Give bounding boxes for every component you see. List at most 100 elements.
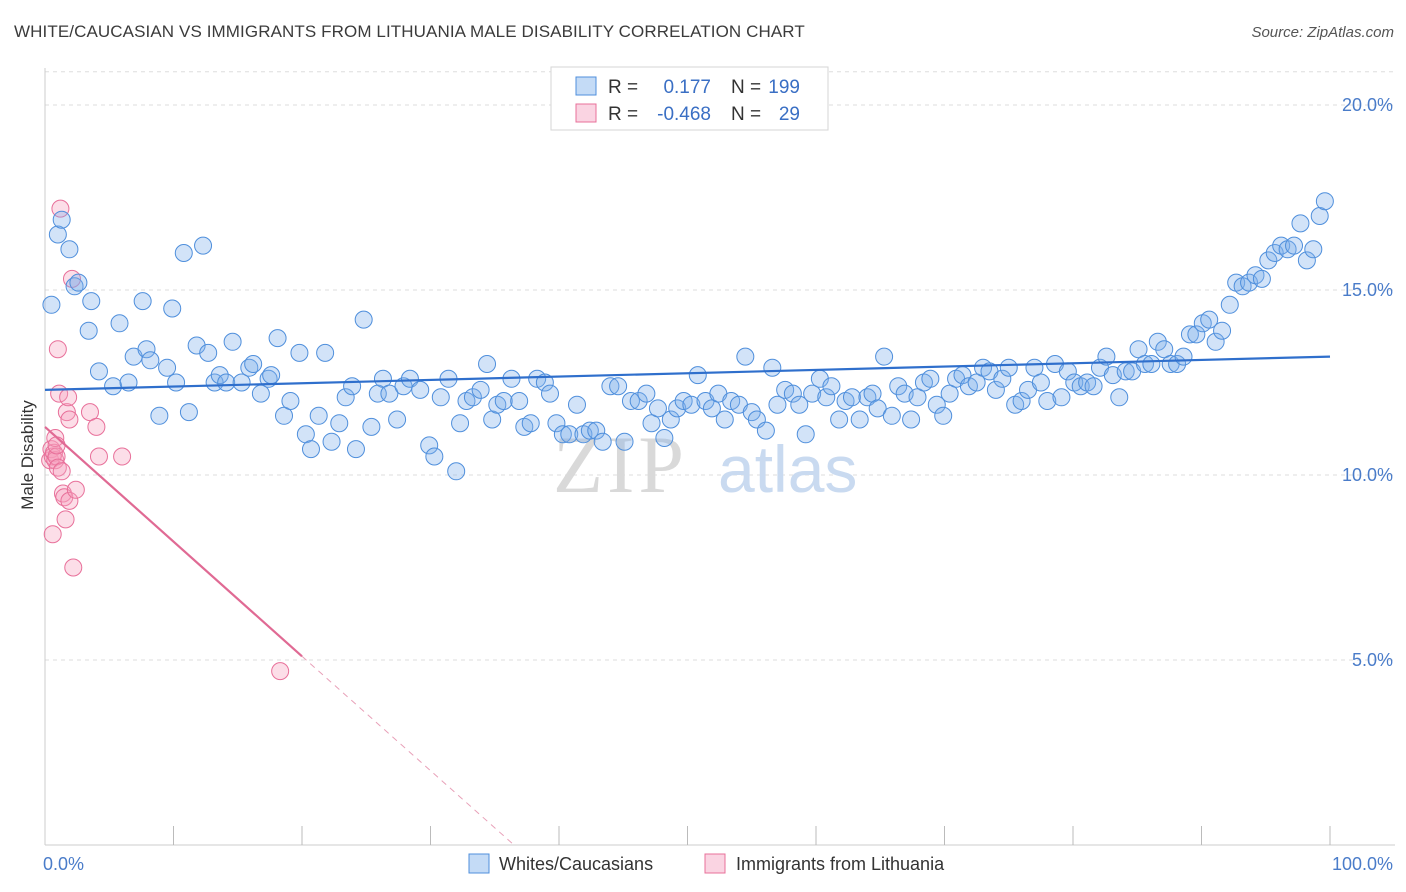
- point-whites: [150, 406, 169, 425]
- point-whites: [179, 403, 198, 422]
- point-lithuania: [43, 525, 62, 544]
- point-whites: [82, 292, 101, 311]
- trendline-extension-pink: [301, 655, 515, 846]
- point-whites: [842, 388, 861, 407]
- point-whites: [174, 244, 193, 262]
- point-whites: [567, 395, 586, 414]
- legend: R = 0.177 N = 199 R = -0.468 N = 29: [550, 66, 829, 131]
- point-whites: [1135, 355, 1154, 373]
- point-whites: [830, 410, 849, 429]
- point-lithuania: [271, 662, 290, 681]
- point-whites: [1038, 392, 1057, 410]
- x-tick-label-min: 0.0%: [43, 854, 84, 874]
- point-whites: [362, 417, 381, 436]
- point-whites: [921, 369, 940, 388]
- point-whites: [1097, 347, 1116, 366]
- point-whites: [902, 410, 921, 429]
- point-whites: [1213, 321, 1232, 340]
- point-whites: [934, 406, 953, 425]
- point-whites: [69, 273, 88, 292]
- point-whites: [194, 236, 213, 255]
- point-lithuania: [66, 480, 85, 499]
- y-tick-label: 15.0%: [1342, 280, 1393, 300]
- point-whites: [510, 392, 529, 410]
- point-lithuania: [57, 403, 76, 422]
- point-whites: [521, 414, 540, 433]
- point-whites: [629, 392, 648, 410]
- point-whites: [133, 292, 152, 311]
- point-whites: [420, 436, 439, 455]
- legend-swatch-blue: [575, 76, 597, 96]
- point-whites: [682, 395, 701, 414]
- point-whites: [790, 395, 809, 414]
- bottom-legend-label-blue: Whites/Caucasians: [499, 854, 653, 874]
- bottom-legend-label-pink: Immigrants from Lithuania: [736, 854, 945, 874]
- trendlines: [44, 355, 1331, 846]
- point-whites: [478, 355, 497, 373]
- point-lithuania: [48, 340, 67, 359]
- point-whites: [199, 343, 218, 362]
- point-whites: [322, 432, 341, 451]
- point-whites: [668, 399, 687, 418]
- point-whites: [262, 366, 281, 385]
- legend-swatch-pink: [575, 103, 597, 123]
- point-whites: [1187, 325, 1206, 344]
- point-whites: [688, 366, 707, 385]
- point-whites: [394, 377, 413, 396]
- point-whites: [336, 388, 355, 407]
- point-whites: [601, 377, 620, 396]
- point-lithuania: [52, 462, 71, 481]
- point-whites: [104, 377, 123, 396]
- point-whites: [79, 321, 98, 340]
- point-lithuania: [89, 447, 108, 466]
- point-whites: [1259, 251, 1278, 270]
- point-whites: [354, 310, 373, 329]
- legend-box: [550, 66, 829, 131]
- point-whites: [187, 336, 206, 355]
- point-whites: [637, 384, 656, 403]
- y-axis-title: Male Disability: [18, 400, 37, 510]
- trendline-pink: [44, 426, 303, 658]
- legend-r-label-blue: R =: [608, 77, 638, 98]
- point-whites: [110, 314, 129, 333]
- point-whites: [494, 392, 513, 410]
- point-lithuania: [56, 510, 75, 529]
- point-whites: [615, 432, 634, 451]
- legend-n-label-blue: N =: [731, 77, 761, 98]
- bottom-legend: Whites/Caucasians Immigrants from Lithua…: [468, 853, 945, 874]
- point-whites: [621, 392, 640, 410]
- point-whites: [89, 362, 108, 381]
- point-lithuania: [60, 410, 79, 429]
- point-whites: [411, 380, 430, 399]
- point-whites: [868, 399, 887, 418]
- legend-r-value-pink: -0.468: [657, 104, 711, 125]
- point-whites: [999, 358, 1018, 377]
- point-whites: [1052, 388, 1071, 407]
- axes: [44, 68, 1395, 846]
- point-whites: [875, 347, 894, 366]
- point-whites: [986, 380, 1005, 399]
- point-whites: [796, 425, 815, 444]
- point-whites: [1031, 373, 1050, 392]
- point-whites: [388, 410, 407, 429]
- legend-r-value-blue: 0.177: [663, 77, 711, 98]
- point-whites: [309, 406, 328, 425]
- point-whites: [400, 369, 419, 388]
- point-whites: [60, 240, 79, 259]
- point-whites: [223, 332, 242, 351]
- point-whites: [1012, 392, 1031, 410]
- point-whites: [346, 440, 365, 459]
- point-whites: [163, 299, 182, 318]
- point-whites: [425, 447, 444, 466]
- point-whites: [463, 388, 482, 407]
- point-whites: [141, 351, 160, 370]
- point-whites: [822, 377, 841, 396]
- point-whites: [889, 377, 908, 396]
- point-whites: [541, 384, 560, 403]
- point-whites: [380, 384, 399, 403]
- point-whites: [431, 388, 450, 407]
- point-whites: [1252, 269, 1271, 288]
- series-immigrants-lithuania: [41, 199, 290, 681]
- point-lithuania: [87, 417, 106, 436]
- point-whites: [763, 358, 782, 377]
